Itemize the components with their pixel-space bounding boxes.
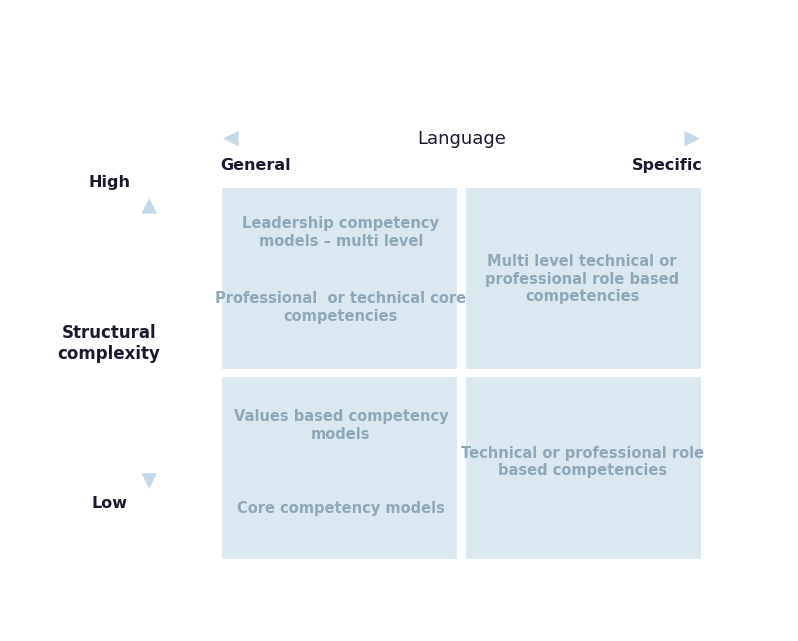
- FancyBboxPatch shape: [220, 375, 459, 561]
- FancyBboxPatch shape: [220, 185, 459, 371]
- FancyBboxPatch shape: [464, 375, 703, 561]
- Text: High: High: [88, 176, 130, 190]
- Text: Structural
complexity: Structural complexity: [57, 324, 160, 363]
- Text: Multi level technical or
professional role based
competencies: Multi level technical or professional ro…: [485, 254, 679, 304]
- Text: Leadership competency
models – multi level: Leadership competency models – multi lev…: [243, 216, 440, 249]
- FancyBboxPatch shape: [464, 185, 703, 371]
- Text: Technical or professional role
based competencies: Technical or professional role based com…: [460, 445, 704, 478]
- Text: General: General: [220, 158, 291, 173]
- Text: Low: Low: [91, 496, 127, 512]
- Text: Values based competency
models: Values based competency models: [234, 410, 448, 442]
- Text: Professional  or technical core
competencies: Professional or technical core competenc…: [215, 291, 467, 324]
- Text: Specific: Specific: [632, 158, 703, 173]
- Text: Core competency models: Core competency models: [237, 501, 444, 515]
- Text: Language: Language: [417, 129, 506, 147]
